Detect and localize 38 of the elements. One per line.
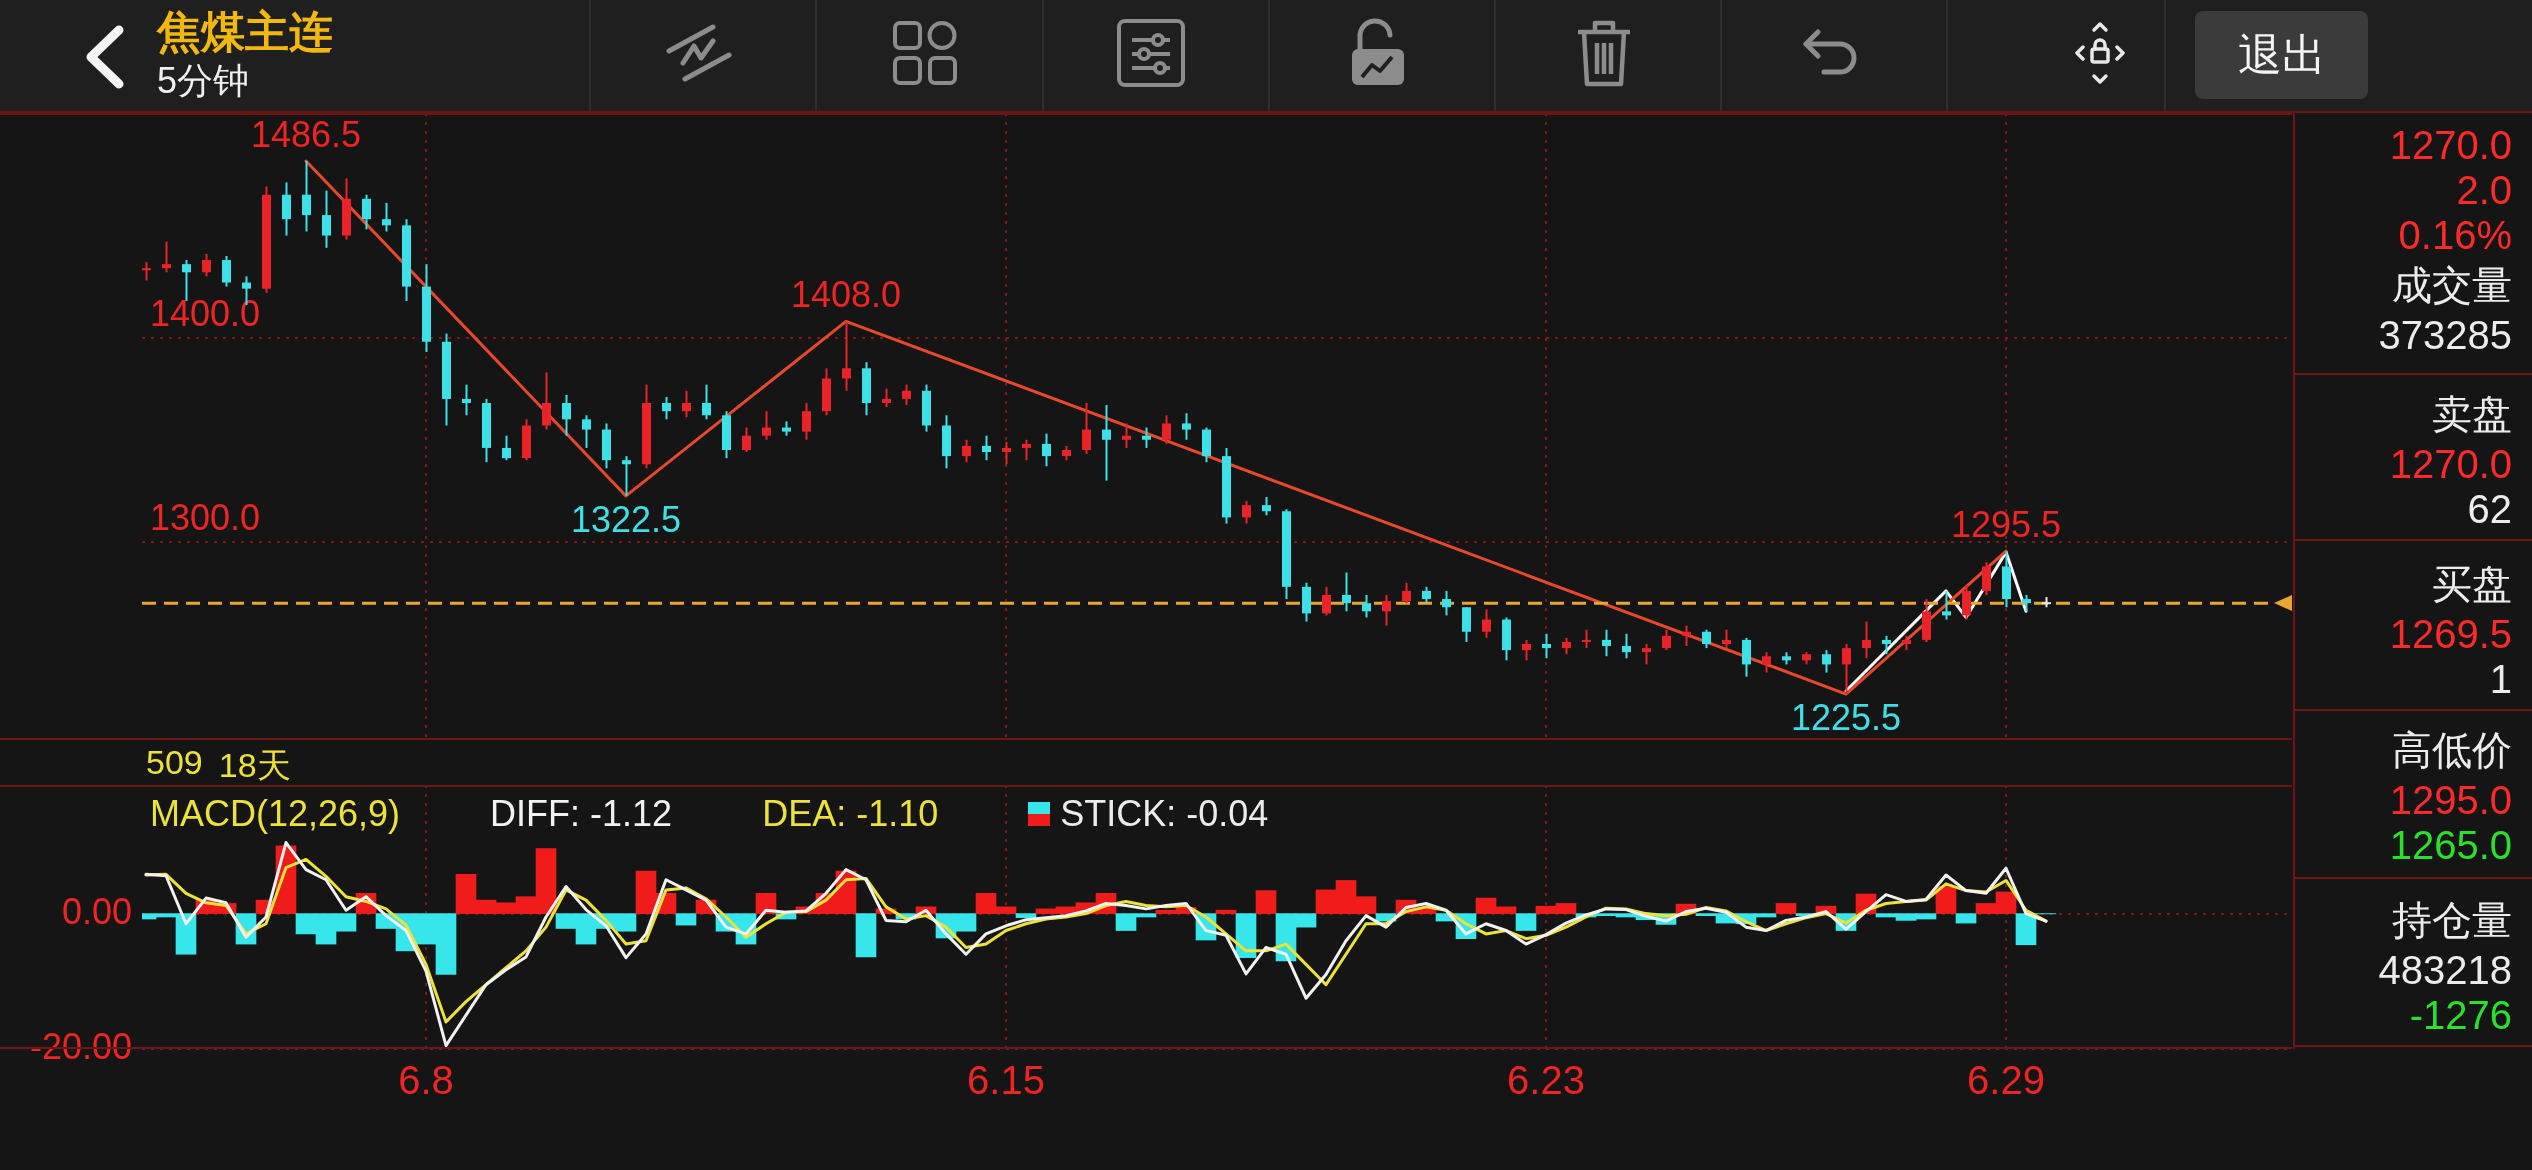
- data-label: 1295.5: [1950, 504, 2062, 545]
- y-tick-label: 1400.0: [150, 292, 261, 334]
- data-label: 1322.5: [570, 498, 682, 540]
- text: -1276: [2408, 993, 2512, 1038]
- text: 0.16%: [2397, 213, 2512, 258]
- exit-button: 退出: [2195, 11, 2368, 99]
- text: 62: [2466, 487, 2512, 532]
- x-tick-label: 6.23: [1507, 1058, 1585, 1103]
- data-label: 1408.0: [790, 274, 902, 316]
- x-tick-label: 6.29: [1967, 1058, 2045, 1103]
- text: 1295.0: [2388, 778, 2512, 823]
- text: 卖盘: [2431, 391, 2512, 438]
- legend-title: MACD(12,26,9): [150, 792, 401, 836]
- chart-title: 焦煤主连: [157, 7, 333, 56]
- text: 18天: [218, 745, 291, 786]
- chart-subtitle: 5分钟: [157, 59, 250, 103]
- data-label: 1486.5: [250, 113, 362, 155]
- text: 1270.0: [2388, 123, 2512, 168]
- text: 2.0: [2455, 168, 2512, 213]
- text: 1265.0: [2388, 823, 2512, 868]
- text: 1: [2488, 657, 2512, 702]
- data-label: 1225.5: [1790, 696, 1902, 738]
- y-tick-label: 0.00: [61, 890, 132, 932]
- text: 成交量: [2391, 262, 2512, 309]
- text: 持仓量: [2391, 897, 2512, 944]
- text: 高低价: [2391, 727, 2512, 774]
- text: 509: [146, 743, 203, 783]
- series-label: DEA: -1.10: [762, 792, 939, 836]
- legend-label: STICK: -0.04: [1060, 792, 1269, 836]
- y-tick-label: 1300.0: [150, 496, 261, 538]
- text: 买盘: [2431, 561, 2512, 608]
- text: 1269.5: [2388, 612, 2512, 657]
- x-tick-label: 6.8: [398, 1058, 454, 1103]
- text: 373285: [2377, 313, 2512, 358]
- x-tick-label: 6.15: [967, 1058, 1045, 1103]
- text: 1270.0: [2388, 442, 2512, 487]
- text: 483218: [2377, 948, 2512, 993]
- series-label: DIFF: -1.12: [490, 792, 673, 836]
